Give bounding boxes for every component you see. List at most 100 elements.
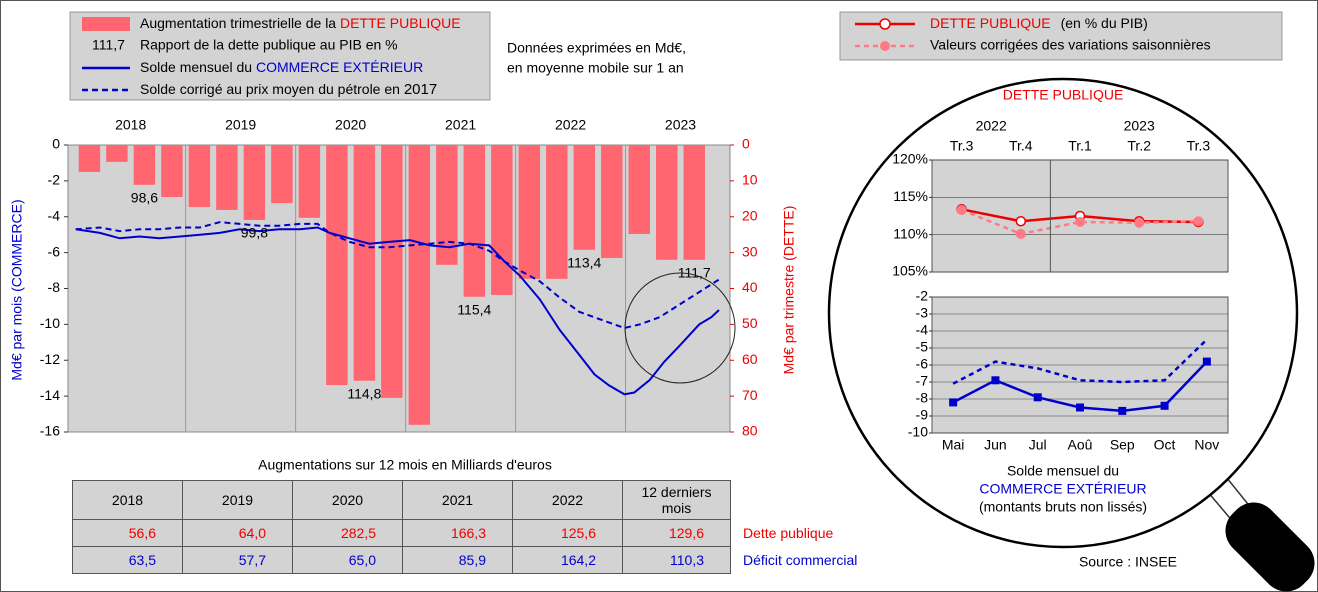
cell: 166,3 <box>402 519 513 547</box>
header-cell: 2018 <box>72 480 183 520</box>
x-tick-label: Aoû <box>1068 437 1093 453</box>
y2-tick-label: 10 <box>742 172 758 188</box>
legend-entry: Solde corrigé au prix moyen du pétrole e… <box>140 81 437 98</box>
bar <box>491 145 513 295</box>
inset-caption: COMMERCE EXTÉRIEUR <box>979 481 1146 497</box>
line <box>75 221 720 330</box>
legend-marker <box>880 41 890 51</box>
ratio-label: 113,4 <box>567 254 601 270</box>
source: Source : INSEE <box>1079 554 1177 570</box>
y-tick-label: -2 <box>48 172 61 188</box>
x-tick-label: Tr.4 <box>1009 138 1033 154</box>
table-header: 2018 2019 2020 2021 2022 12 derniers moi… <box>72 480 891 520</box>
note: Données exprimées en Md€, <box>507 40 686 56</box>
bar <box>106 145 128 162</box>
legend-text: DETTE PUBLIQUE <box>930 15 1051 31</box>
line <box>75 226 720 396</box>
legend-marker <box>879 18 891 30</box>
legend-box <box>839 11 1283 61</box>
bar <box>161 145 183 198</box>
main-plot <box>67 144 731 433</box>
y-tick-label: -8 <box>916 390 929 406</box>
bar <box>216 145 238 210</box>
y-tick-label: -3 <box>916 305 929 321</box>
y-tick-label: -5 <box>916 339 929 355</box>
y-tick-label: 115% <box>893 188 928 204</box>
y2-tick-label: 70 <box>742 387 758 403</box>
cell: 110,3 <box>622 546 731 574</box>
y2-tick-label: 0 <box>742 136 750 152</box>
handle <box>1225 502 1315 592</box>
x-tick-label: Jun <box>984 437 1007 453</box>
cell: 129,6 <box>622 519 731 547</box>
legend-text: Valeurs corrigées des variations saisonn… <box>930 37 1211 53</box>
bar <box>518 145 541 279</box>
y-tick-label: -7 <box>916 373 929 389</box>
bar <box>353 145 376 381</box>
marker <box>956 205 967 216</box>
ratio-label: 115,4 <box>457 301 491 317</box>
bar <box>381 145 403 398</box>
header-cell: 2021 <box>402 480 513 520</box>
ratio-label: 114,8 <box>347 385 381 401</box>
ratio-label: 99,8 <box>241 225 268 241</box>
marker <box>991 376 1000 385</box>
note: en moyenne mobile sur 1 an <box>507 60 684 76</box>
bar <box>573 145 596 250</box>
x-tick-label: Tr.2 <box>1127 138 1151 154</box>
header-cell: 12 derniers mois <box>622 480 731 520</box>
inset-title: DETTE PUBLIQUE <box>1003 87 1124 103</box>
x-tick-label: Mai <box>942 437 965 453</box>
ratio-label: 98,6 <box>131 190 158 206</box>
y-tick-label: -10 <box>908 424 928 440</box>
inset-caption: (montants bruts non lissés) <box>979 499 1147 515</box>
bar <box>326 145 348 386</box>
y2-tick-label: 40 <box>742 279 758 295</box>
x-tick-label: Tr.3 <box>1187 138 1211 154</box>
cell: 65,0 <box>292 546 403 574</box>
row-label: Déficit commercial <box>743 552 858 568</box>
y-tick-label: -6 <box>48 243 61 259</box>
bar <box>78 145 101 172</box>
y-tick-label: 110% <box>893 225 928 241</box>
y-tick-label: 0 <box>52 136 60 152</box>
y-tick-label: -8 <box>48 279 61 295</box>
x-tick-label: Nov <box>1194 437 1219 453</box>
y-tick-label: -4 <box>916 322 929 338</box>
legend-box <box>69 11 491 101</box>
legend-entry: DETTE PUBLIQUE (en % du PIB) <box>930 15 1148 31</box>
legend-text: Solde mensuel du <box>140 59 256 75</box>
y-tick-label: -14 <box>40 387 60 403</box>
header-cell: 2019 <box>182 480 293 520</box>
y-tick-label: 105% <box>892 263 928 279</box>
marker <box>1118 406 1127 415</box>
marker <box>1015 228 1026 239</box>
year-label: 2022 <box>976 118 1007 134</box>
bar <box>601 145 623 259</box>
marker <box>1160 401 1169 410</box>
y-tick-label: -10 <box>40 315 60 331</box>
legend-text: Solde corrigé au prix moyen du pétrole e… <box>140 81 404 97</box>
x-tick-label: Sep <box>1110 437 1135 453</box>
marker <box>1193 216 1204 227</box>
x-tick-label: Tr.3 <box>950 138 974 154</box>
bar <box>243 145 266 220</box>
bar <box>628 145 650 234</box>
cell: 63,5 <box>72 546 183 574</box>
table-row: 63,5 57,7 65,0 85,9 164,2 110,3 Déficit commer… <box>72 546 891 574</box>
y2-tick-label: 60 <box>742 351 758 367</box>
y-tick-label: -9 <box>916 407 929 423</box>
row-label: Dette publique <box>743 525 834 541</box>
table-row: 56,6 64,0 282,5 166,3 125,6 129,6 Dette publiq… <box>72 519 891 547</box>
y2-tick-label: 20 <box>742 207 758 223</box>
marker <box>949 398 958 407</box>
bar <box>683 145 705 260</box>
bar <box>133 145 156 185</box>
legend-text: Augmentation trimestrielle de la <box>140 15 340 31</box>
legend-text: (en % du PIB) <box>1061 15 1148 31</box>
year-label: 2023 <box>1124 118 1155 134</box>
ratio-label: 111,7 <box>678 265 711 281</box>
year-label: 2021 <box>445 117 476 133</box>
year-label: 2019 <box>225 117 256 133</box>
